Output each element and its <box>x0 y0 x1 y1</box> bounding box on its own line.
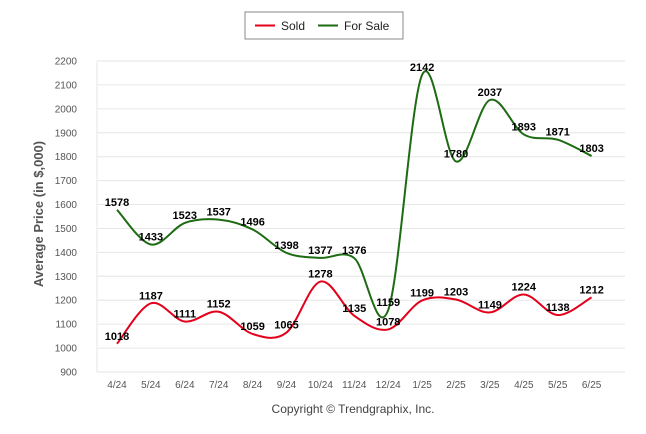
x-tick-label: 1/25 <box>412 380 432 391</box>
y-tick-label: 1500 <box>55 224 78 235</box>
series-lines <box>116 70 593 345</box>
data-label: 1199 <box>410 287 434 299</box>
x-tick-label: 6/25 <box>582 380 602 391</box>
data-label: 1149 <box>478 299 502 311</box>
y-axis-ticks: 900 1000 1100 1200 1300 1400 1500 1600 1700 1800 1… <box>55 57 78 379</box>
y-tick-label: 1100 <box>55 320 77 331</box>
y-tick-label: 1800 <box>55 152 78 163</box>
legend-label-for-sale: For Sale <box>344 19 390 33</box>
gridlines <box>96 60 625 373</box>
data-label: 1377 <box>308 245 332 257</box>
y-axis-label: Average Price (in $,000) <box>31 141 46 287</box>
data-label: 1780 <box>444 148 468 160</box>
x-tick-label: 12/24 <box>376 380 401 391</box>
y-tick-label: 2200 <box>55 57 78 68</box>
data-label: 1578 <box>105 197 129 209</box>
data-label: 1398 <box>274 240 298 252</box>
data-label: 1212 <box>579 284 603 296</box>
data-label: 1152 <box>207 299 231 311</box>
x-tick-label: 2/25 <box>446 380 466 391</box>
x-axis-ticks: 4/24 5/24 6/24 7/24 8/24 9/24 10/24 11/24 12/24 1… <box>107 380 602 391</box>
data-label: 1496 <box>240 216 264 228</box>
data-label: 1871 <box>545 127 569 139</box>
series-line-for-sale <box>116 70 593 319</box>
x-tick-label: 4/25 <box>514 380 534 391</box>
data-labels: 1018 1187 1111 1152 1059 1065 1278 1135 1078 1199… <box>105 62 604 343</box>
series-line-sold <box>116 280 593 345</box>
y-tick-label: 1900 <box>55 128 78 139</box>
x-tick-label: 11/24 <box>342 380 367 391</box>
data-label: 2037 <box>478 87 502 99</box>
legend-label-sold: Sold <box>281 19 305 33</box>
data-label: 1433 <box>139 231 163 243</box>
data-label: 1187 <box>139 290 163 302</box>
data-label: 2142 <box>410 62 434 74</box>
y-tick-label: 2000 <box>55 104 78 115</box>
data-label: 1159 <box>376 297 400 309</box>
data-label: 1059 <box>240 321 264 333</box>
x-tick-label: 7/24 <box>209 380 229 391</box>
x-tick-label: 9/24 <box>277 380 297 391</box>
y-tick-label: 1200 <box>55 296 78 307</box>
data-label: 1018 <box>105 331 129 343</box>
x-tick-label: 3/25 <box>480 380 500 391</box>
x-tick-label: 8/24 <box>243 380 263 391</box>
data-label: 1893 <box>512 121 536 133</box>
legend[interactable]: Sold For Sale <box>244 11 404 40</box>
y-tick-label: 1400 <box>55 248 78 259</box>
data-label: 1523 <box>173 210 197 222</box>
x-tick-label: 4/24 <box>107 380 127 391</box>
data-label: 1203 <box>444 287 468 299</box>
y-tick-label: 2100 <box>55 80 78 91</box>
x-tick-label: 10/24 <box>308 380 333 391</box>
data-label: 1803 <box>579 143 603 155</box>
x-tick-label: 5/25 <box>548 380 568 391</box>
data-label: 1138 <box>546 302 570 314</box>
data-label: 1065 <box>274 320 298 332</box>
x-tick-label: 5/24 <box>141 380 161 391</box>
data-label: 1078 <box>376 316 400 328</box>
y-tick-label: 1700 <box>55 176 78 187</box>
data-label: 1224 <box>512 281 537 293</box>
copyright-footer: Copyright © Trendgraphix, Inc. <box>272 402 435 416</box>
y-tick-label: 1000 <box>55 344 78 355</box>
data-label: 1135 <box>342 303 366 315</box>
y-tick-label: 1300 <box>55 272 78 283</box>
x-tick-label: 6/24 <box>175 380 195 391</box>
y-tick-label: 900 <box>60 368 77 379</box>
data-label: 1537 <box>206 207 230 219</box>
data-label: 1111 <box>173 309 196 321</box>
data-label: 1278 <box>308 269 332 281</box>
data-label: 1376 <box>342 245 366 257</box>
y-tick-label: 1600 <box>55 200 78 211</box>
